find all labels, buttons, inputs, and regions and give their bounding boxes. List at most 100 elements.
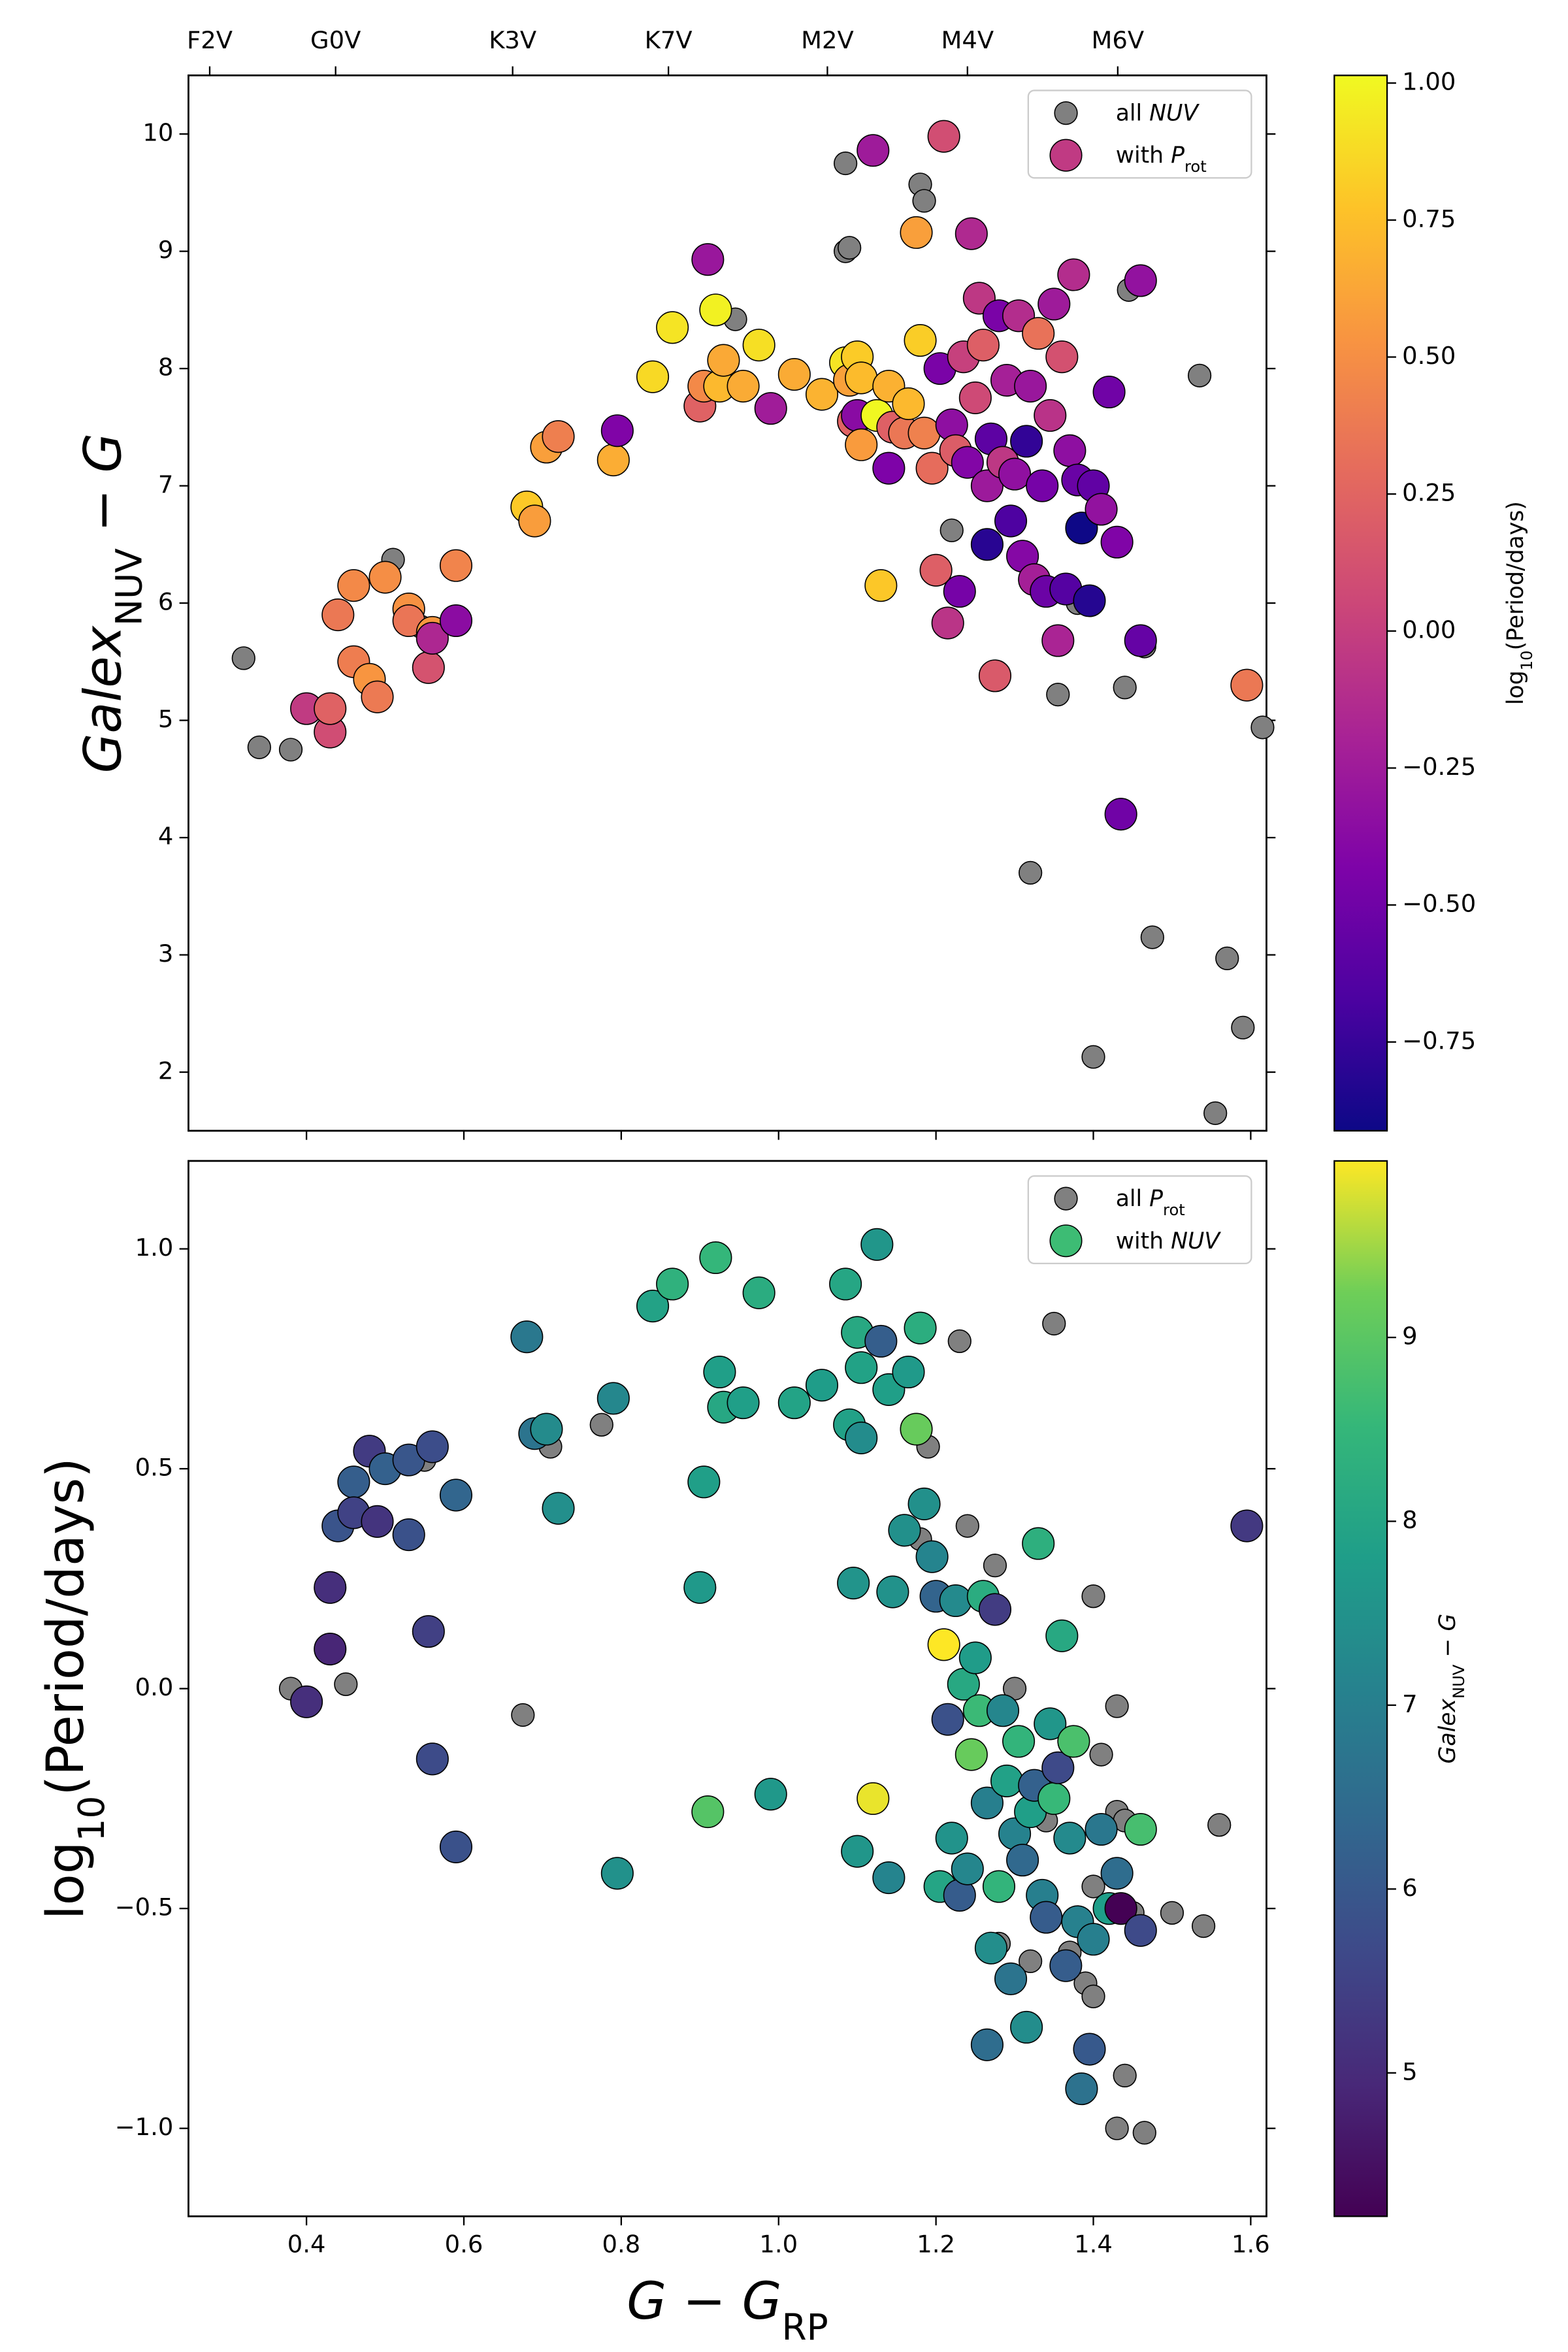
colored-point: [1037, 1782, 1071, 1815]
colored-point: [1034, 1707, 1067, 1740]
y-tick-label: 7: [158, 470, 173, 498]
colored-point: [978, 659, 1011, 693]
colored-point: [754, 1778, 787, 1811]
label-part: NUV: [1171, 1228, 1221, 1254]
colorbar-label: GalexNUV − G: [1435, 1614, 1468, 1764]
label-part: G: [73, 433, 133, 473]
colored-point: [970, 1786, 1004, 1820]
colored-point: [777, 358, 811, 391]
label-part: all: [1116, 101, 1149, 127]
colored-point: [1065, 2072, 1098, 2106]
label-part: G: [742, 2271, 782, 2331]
gray-point: [939, 518, 964, 542]
colorbar: [1333, 1160, 1388, 2217]
y-tick-label: 2: [158, 1057, 173, 1085]
label-part: G: [627, 2271, 666, 2331]
colorbar-tick-label: 8: [1402, 1506, 1417, 1534]
colored-point: [955, 1738, 988, 1771]
colored-point: [935, 1821, 968, 1855]
legend-box: [1027, 90, 1252, 179]
top-tick-label: G0V: [310, 26, 361, 54]
gray-point: [231, 646, 255, 670]
colored-point: [683, 1571, 717, 1604]
colored-point: [805, 378, 839, 411]
colored-point: [656, 311, 689, 344]
gray-point: [983, 1554, 1007, 1578]
colored-point: [943, 575, 976, 608]
colored-point: [1030, 1901, 1063, 1934]
y-tick-label: 5: [158, 705, 173, 733]
label-part: log: [35, 1841, 95, 1919]
colored-point: [691, 243, 725, 276]
colored-point: [439, 1830, 472, 1863]
y-tick-label: 6: [158, 588, 173, 616]
colored-point: [1014, 369, 1047, 403]
label-part: with: [1116, 142, 1171, 169]
colored-point: [361, 1505, 394, 1538]
x-tick-label: 1.0: [759, 2230, 798, 2259]
gray-point: [1113, 676, 1137, 700]
gray-point: [1160, 1901, 1184, 1925]
colored-point: [1073, 584, 1106, 617]
colored-point: [927, 120, 960, 153]
gray-point: [1081, 1584, 1105, 1609]
gray-point: [1019, 860, 1043, 885]
gray-point: [589, 1413, 613, 1437]
colorbar-tick-label: −0.50: [1402, 890, 1476, 918]
gray-point: [947, 1329, 972, 1353]
colored-point: [951, 1852, 984, 1886]
colored-point: [1010, 2010, 1043, 2044]
y-tick-label: 0.5: [135, 1454, 174, 1482]
legend-marker: [1054, 1186, 1078, 1211]
label-part: NUV: [1450, 1664, 1468, 1699]
y-tick-label: 4: [158, 823, 173, 851]
colored-point: [321, 598, 355, 632]
colored-point: [636, 1290, 670, 1323]
colored-point: [958, 381, 992, 415]
colored-point: [915, 1540, 949, 1573]
colored-point: [314, 1571, 347, 1604]
colored-point: [1124, 1812, 1157, 1846]
y-tick-label: 9: [158, 236, 173, 264]
colorbar-tick-label: 5: [1402, 2057, 1417, 2085]
colored-point: [970, 528, 1004, 561]
colored-point: [1002, 1725, 1036, 1758]
colored-point: [439, 1478, 472, 1512]
colored-point: [982, 1870, 1016, 1903]
colored-point: [1230, 1509, 1264, 1543]
gray-point: [838, 236, 862, 260]
legend-marker: [1049, 139, 1083, 172]
colored-point: [900, 1413, 933, 1446]
y-tick-label: −1.0: [115, 2113, 174, 2141]
colored-point: [314, 1633, 347, 1666]
gray-point: [1215, 946, 1239, 971]
colored-point: [1104, 1892, 1137, 1925]
colorbar-tick-label: 0.75: [1402, 204, 1456, 233]
x-tick-label: 1.6: [1232, 2230, 1270, 2259]
colored-point: [518, 504, 551, 538]
top-tick-label: K3V: [489, 26, 536, 54]
x-tick-label: 0.8: [602, 2230, 641, 2259]
gray-point: [1089, 1742, 1113, 1767]
colorbar-label: log10(Period/days): [1503, 501, 1536, 705]
colored-point: [974, 1931, 1007, 1965]
colored-point: [1006, 1844, 1039, 1877]
colored-point: [1045, 1619, 1079, 1652]
colored-point: [1077, 1923, 1110, 1956]
colored-point: [872, 1861, 906, 1895]
colored-point: [970, 2028, 1004, 2061]
label-part: G: [1435, 1614, 1461, 1631]
colored-point: [754, 392, 787, 425]
colored-point: [998, 457, 1032, 491]
colored-point: [904, 323, 937, 357]
colored-point: [907, 1487, 941, 1520]
label-part: P: [1171, 142, 1184, 169]
colored-point: [1049, 1949, 1083, 1982]
colored-point: [1041, 1751, 1075, 1784]
colored-point: [542, 420, 575, 453]
colored-point: [864, 1324, 898, 1358]
colored-point: [777, 1386, 811, 1420]
colored-point: [707, 344, 740, 377]
colored-point: [416, 1742, 449, 1776]
